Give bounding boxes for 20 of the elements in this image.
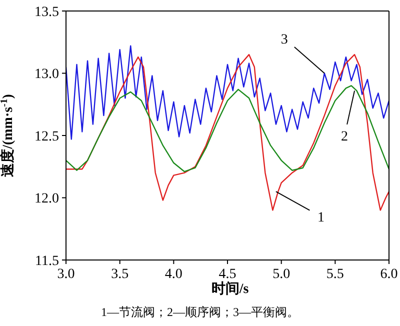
annotation: 2 <box>341 130 348 145</box>
line-series <box>66 54 389 211</box>
text: 1—节流阀；2—顺序阀；3—平衡阀。 <box>100 304 300 321</box>
line-series <box>66 85 389 172</box>
line-series <box>66 45 389 140</box>
x-tick-label: 4.0 <box>164 266 182 282</box>
x-tick-label: 4.5 <box>218 266 236 282</box>
x-tick-label: 6.0 <box>380 266 398 282</box>
annotation: 3 <box>280 32 288 48</box>
annotation: 1 <box>317 210 324 226</box>
x-tick-label: 3.0 <box>57 266 75 282</box>
y-tick-label: 12.5 <box>34 129 59 144</box>
x-tick-label: 3.5 <box>111 266 129 282</box>
y-tick-label: 13.0 <box>34 67 59 82</box>
x-tick-label: 5.0 <box>272 266 290 282</box>
y-tick-label: 11.5 <box>35 254 59 269</box>
x-axis-title: 时间/s <box>210 280 250 298</box>
x-tick-label: 5.5 <box>326 266 344 282</box>
y-tick-label: 12.0 <box>34 192 59 207</box>
y-tick-label: 13.5 <box>34 4 59 20</box>
